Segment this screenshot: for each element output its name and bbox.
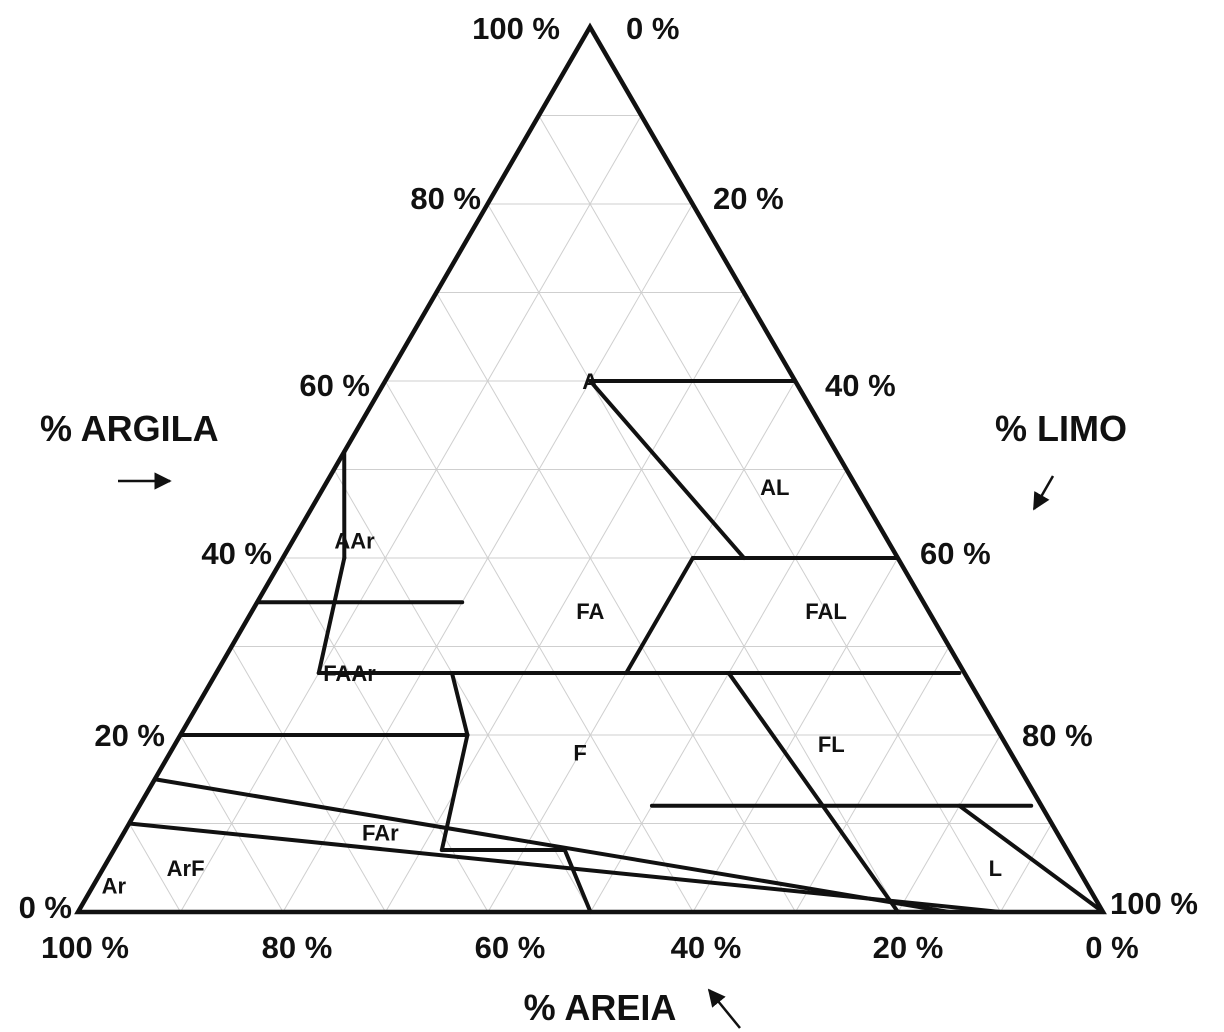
class-boundary-line (127, 821, 1003, 914)
triangle-grid (128, 115, 1053, 913)
grid-line-sand (128, 823, 181, 913)
grid-line-sand (538, 115, 1001, 913)
limo-tick-40: 40 % (825, 368, 896, 403)
grid-line-silt (590, 469, 847, 913)
limo-tick-80: 80 % (1022, 718, 1093, 753)
class-boundary-line (449, 671, 470, 737)
class-label-arf: ArF (167, 856, 205, 881)
argila-tick-40: 40 % (201, 536, 272, 571)
grid-line-sand (179, 734, 284, 913)
class-label-a: A (582, 369, 598, 394)
grid-line-sand (231, 646, 386, 913)
triangle-outline (74, 22, 1107, 915)
limo-tick-20: 20 % (713, 181, 784, 216)
limo-tick-0: 0 % (626, 11, 679, 46)
argila-tick-20: 20 % (94, 718, 165, 753)
grid-line-silt (795, 646, 950, 913)
class-boundary-line (439, 733, 470, 853)
areia-tick-80: 80 % (262, 930, 333, 965)
class-boundary-line (726, 671, 900, 914)
grid-line-silt (1000, 823, 1053, 913)
argila-tick-0: 0 % (19, 890, 72, 925)
class-label-f: F (573, 741, 586, 766)
areia-tick-60: 60 % (475, 930, 546, 965)
areia-axis-title: % AREIA (524, 987, 677, 1028)
class-label-l: L (989, 856, 1002, 881)
class-boundary-line (624, 556, 695, 676)
grid-line-sand (333, 469, 591, 913)
grid-line-silt (180, 115, 642, 913)
argila-tick-100: 100 % (472, 11, 560, 46)
limo-direction-arrow (1032, 475, 1055, 511)
grid-line-sand (435, 292, 796, 913)
grid-line-silt (385, 292, 745, 913)
class-boundary-line (316, 556, 347, 676)
class-boundary-line (562, 848, 593, 914)
limo-axis-title: % LIMO (995, 408, 1127, 449)
limo-tick-100: 100 % (1110, 886, 1198, 921)
class-boundaries (127, 379, 1105, 914)
class-boundary-line (588, 379, 747, 560)
class-label-ar: Ar (102, 873, 127, 898)
limo-tick-60: 60 % (920, 536, 991, 571)
grid-line-silt (897, 734, 1001, 913)
class-label-fa: FA (576, 599, 604, 624)
class-label-fl: FL (818, 732, 845, 757)
class-label-far: FAr (362, 820, 399, 845)
argila-tick-80: 80 % (410, 181, 481, 216)
areia-tick-20: 20 % (873, 930, 944, 965)
class-boundary-line (957, 803, 1105, 914)
class-label-fal: FAL (805, 599, 847, 624)
argila-axis-title: % ARGILA (40, 408, 219, 449)
grid-line-silt (692, 557, 899, 913)
argila-tick-60: 60 % (299, 368, 370, 403)
areia-tick-40: 40 % (671, 930, 742, 965)
areia-direction-arrow (707, 988, 741, 1029)
class-boundary-line (152, 777, 952, 914)
areia-tick-0: 0 % (1085, 930, 1138, 965)
class-label-aar: AAr (334, 528, 375, 553)
class-labels: A AL AAr FA FAL FAAr F FL FAr ArF L Ar (102, 369, 1002, 898)
class-label-al: AL (760, 475, 789, 500)
areia-tick-100: 100 % (41, 930, 129, 965)
class-label-faar: FAAr (323, 661, 376, 686)
